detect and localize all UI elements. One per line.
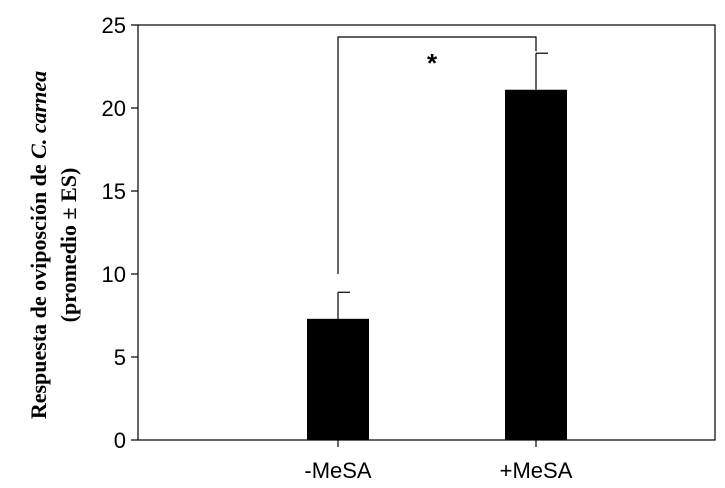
plot-frame [137, 24, 716, 441]
y-axis-title-line1: Respuesta de oviposción de C. carnea [26, 71, 51, 419]
bar-mesa [307, 318, 369, 440]
y-axis-title: Respuesta de oviposción de C. carnea (pr… [26, 71, 81, 419]
significance-bracket: * [337, 36, 537, 274]
y-tick-label: 10 [102, 262, 126, 287]
x-category-label: -MeSA [304, 458, 372, 483]
y-tick-label: 5 [114, 345, 126, 370]
y-tick-label: 20 [102, 96, 126, 121]
y-tick-label: 25 [102, 13, 126, 38]
axes: 0 5 10 15 20 25 -MeSA +MeSA [102, 13, 716, 483]
bar-mesa [505, 89, 567, 441]
y-tick-label: 15 [102, 179, 126, 204]
y-axis-title-line1-text: Respuesta de oviposción de [26, 159, 51, 419]
x-category-label: +MeSA [500, 458, 573, 483]
significance-bracket-line [337, 36, 537, 274]
error-bars [337, 52, 548, 319]
y-axis-title-species: C. carnea [26, 71, 51, 159]
bars [307, 89, 567, 441]
y-tick-label: 0 [114, 428, 126, 453]
y-axis-title-line2: (promedio ± ES) [56, 168, 81, 323]
significance-star: * [427, 48, 438, 78]
